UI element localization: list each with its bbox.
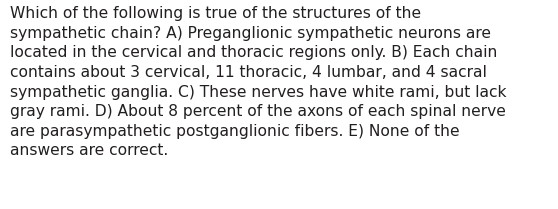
Text: Which of the following is true of the structures of the
sympathetic chain? A) Pr: Which of the following is true of the st… bbox=[10, 6, 507, 158]
